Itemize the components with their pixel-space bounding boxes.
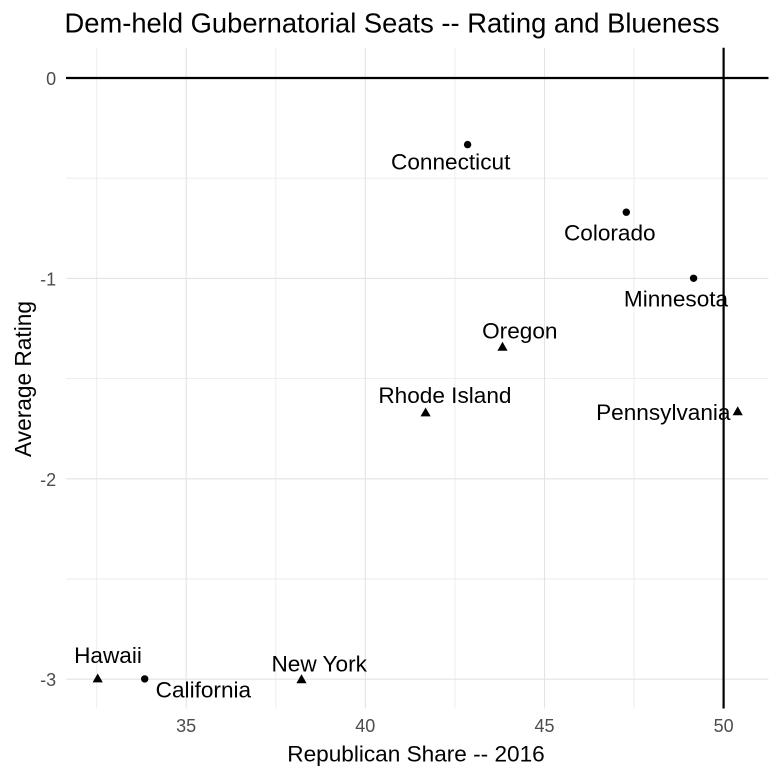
svg-text:-3: -3: [40, 670, 56, 690]
svg-text:Rhode Island: Rhode Island: [378, 383, 511, 408]
svg-text:Oregon: Oregon: [482, 318, 557, 343]
svg-text:New York: New York: [271, 652, 367, 677]
svg-text:35: 35: [176, 716, 196, 736]
svg-text:-1: -1: [40, 269, 56, 289]
svg-text:-2: -2: [40, 470, 56, 490]
svg-text:Connecticut: Connecticut: [391, 150, 511, 175]
svg-text:45: 45: [534, 716, 554, 736]
svg-text:Hawaii: Hawaii: [74, 643, 142, 668]
svg-text:40: 40: [355, 716, 375, 736]
svg-text:Average Rating: Average Rating: [10, 301, 36, 457]
svg-text:Republican Share -- 2016: Republican Share -- 2016: [287, 741, 544, 766]
svg-text:Colorado: Colorado: [564, 221, 656, 246]
svg-text:California: California: [156, 678, 252, 703]
svg-text:50: 50: [714, 716, 734, 736]
svg-text:Minnesota: Minnesota: [624, 287, 729, 312]
svg-text:Dem-held Gubernatorial Seats -: Dem-held Gubernatorial Seats -- Rating a…: [65, 8, 720, 39]
svg-text:Pennsylvania: Pennsylvania: [596, 400, 731, 425]
svg-text:0: 0: [46, 69, 56, 89]
